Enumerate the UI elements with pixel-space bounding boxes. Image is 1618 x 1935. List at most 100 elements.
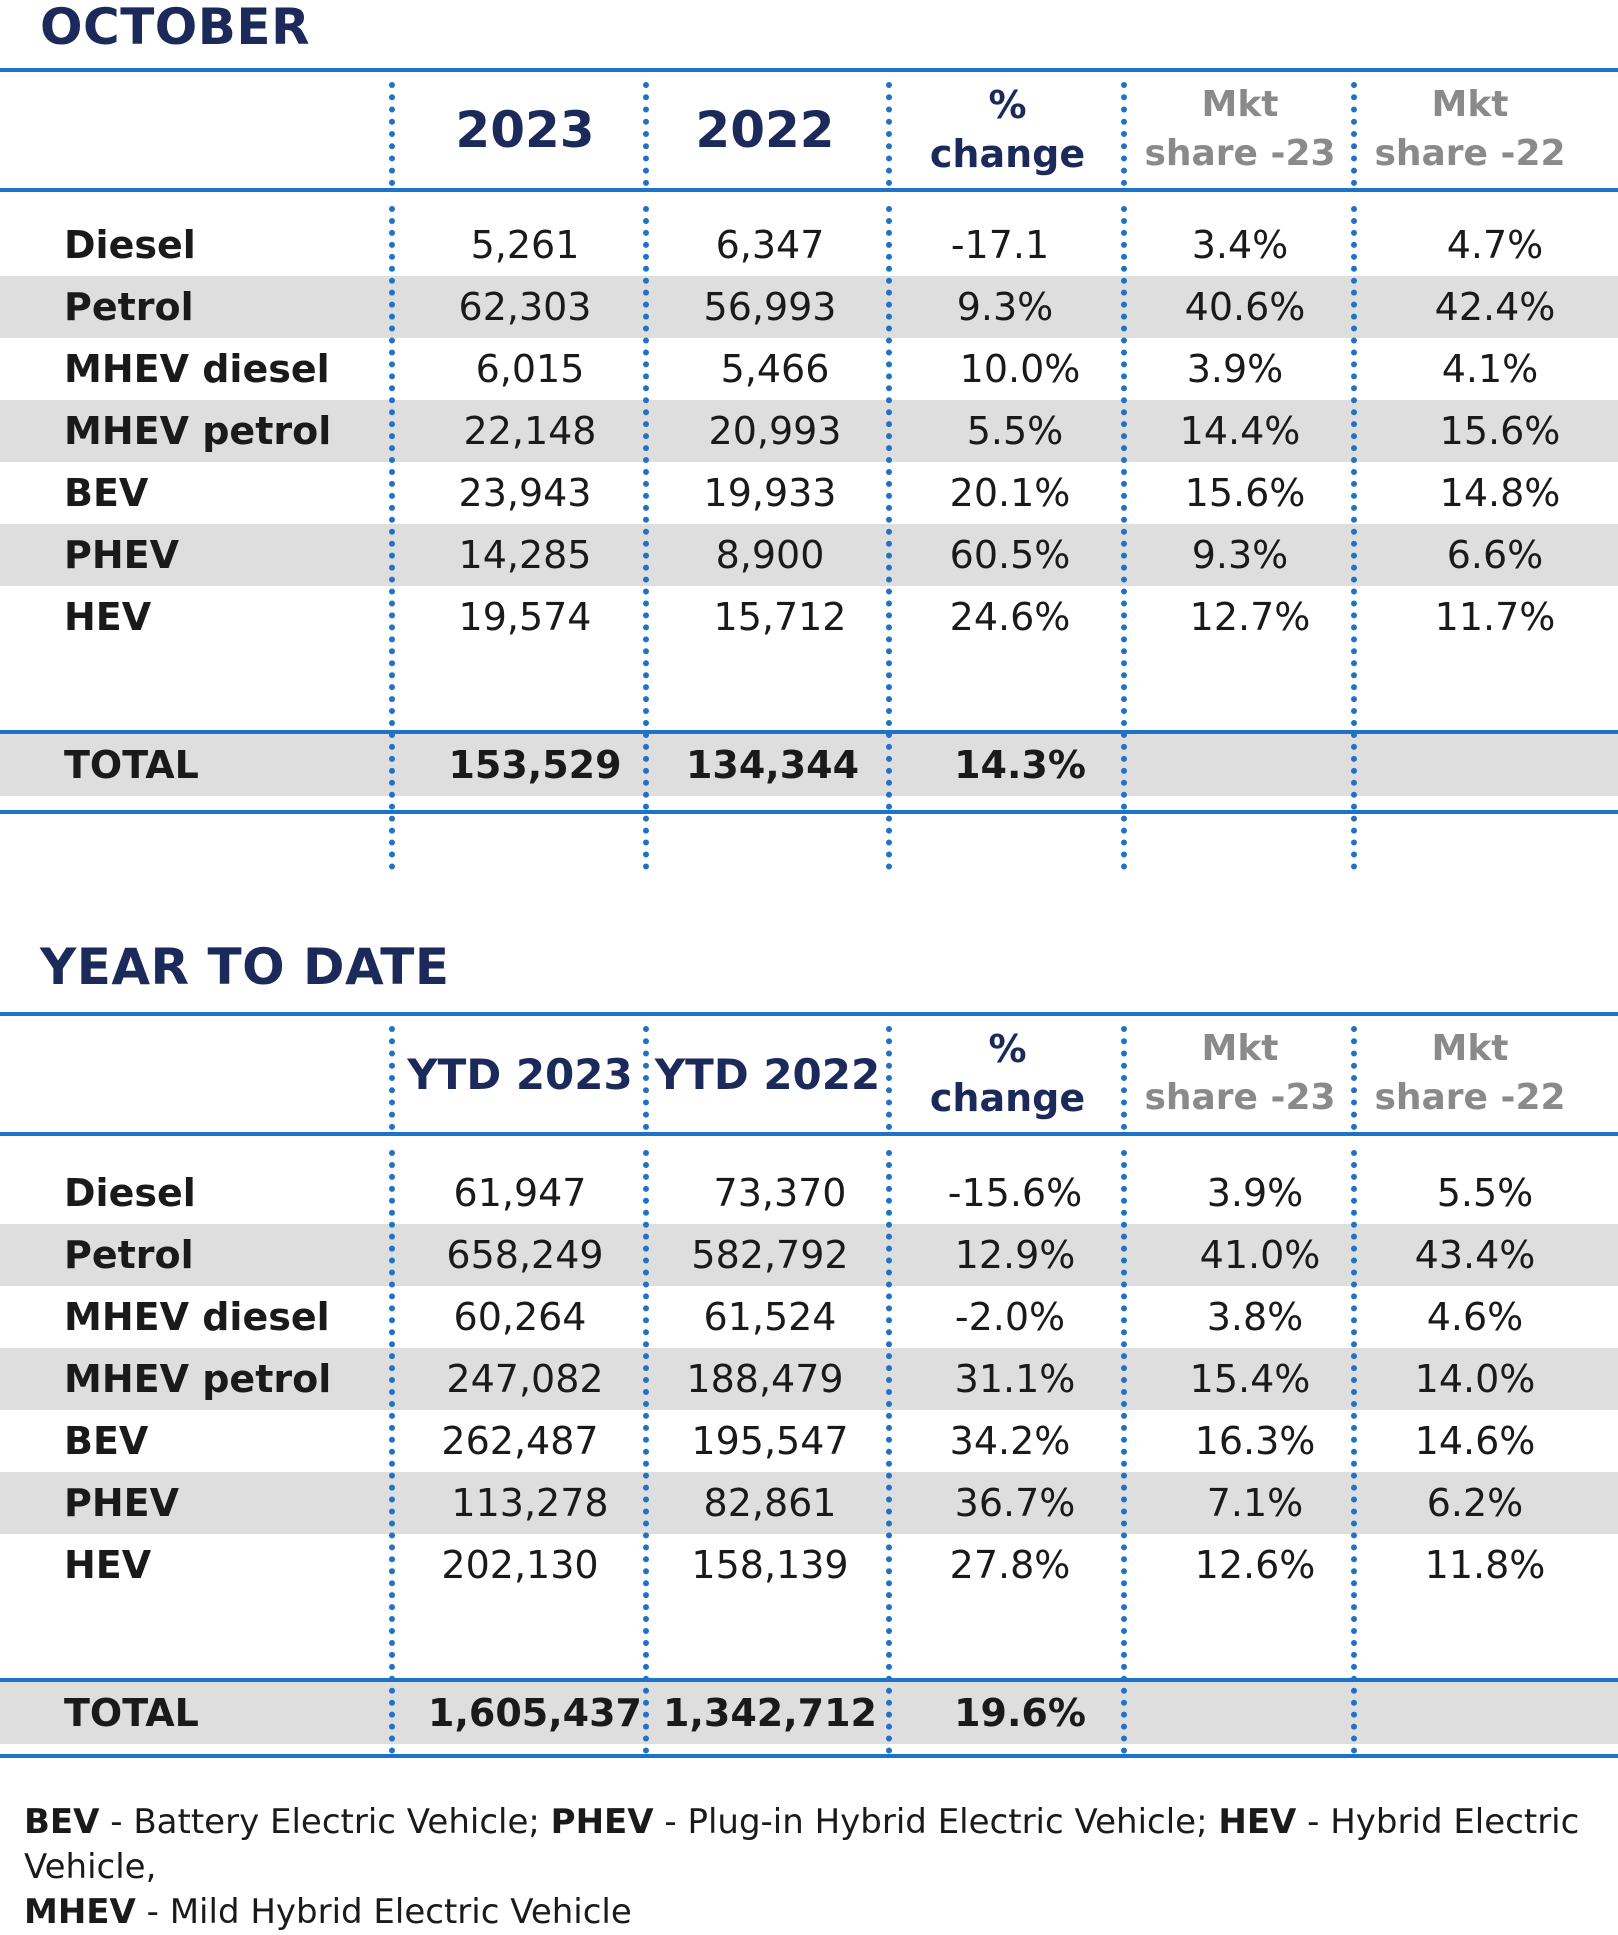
value-pct-change: 31.1% xyxy=(954,1357,1076,1401)
value-2022: 15,712 xyxy=(713,595,847,639)
value-2023: 23,943 xyxy=(458,471,592,515)
table-row: MHEV petrol 247,082 188,479 31.1% 15.4% … xyxy=(0,1348,1618,1410)
header-mkt-share-22: Mkt share -22 xyxy=(1355,1016,1585,1132)
value-pct-change: 24.6% xyxy=(949,595,1071,639)
value-ytd-2023: 61,947 xyxy=(453,1171,587,1215)
value-pct-change: 10.0% xyxy=(959,347,1081,391)
october-title: OCTOBER xyxy=(40,0,311,56)
row-label: BEV xyxy=(64,1419,149,1463)
table-row: HEV 19,574 15,712 24.6% 12.7% 11.7% xyxy=(0,586,1618,648)
value-2022: 19,933 xyxy=(703,471,837,515)
ytd-table: YTD 2023 YTD 2022 % change Mkt share -23… xyxy=(0,1012,1618,1762)
column-divider xyxy=(1351,206,1357,870)
column-divider xyxy=(886,206,892,870)
value-mkt-share-22: 6.6% xyxy=(1446,533,1544,577)
header-mkt-word: Mkt xyxy=(1201,84,1279,126)
value-mkt-share-22: 14.8% xyxy=(1439,471,1561,515)
table-row: Diesel 61,947 73,370 -15.6% 3.9% 5.5% xyxy=(0,1162,1618,1224)
table-row: Diesel 5,261 6,347 -17.1 3.4% 4.7% xyxy=(0,214,1618,276)
row-label: Diesel xyxy=(64,1171,196,1215)
value-pct-change: -15.6% xyxy=(947,1171,1083,1215)
header-change-word: change xyxy=(929,132,1086,176)
footnote-mhev-term: MHEV xyxy=(24,1892,136,1932)
value-mkt-share-23: 41.0% xyxy=(1199,1233,1321,1277)
value-mkt-share-22: 4.7% xyxy=(1446,223,1544,267)
value-mkt-share-22: 4.6% xyxy=(1426,1295,1524,1339)
value-mkt-share-22: 5.5% xyxy=(1436,1171,1534,1215)
table-row: Petrol 658,249 582,792 12.9% 41.0% 43.4% xyxy=(0,1224,1618,1286)
column-divider xyxy=(389,1150,395,1754)
value-mkt-share-22: 11.8% xyxy=(1424,1543,1546,1587)
header-change-word: change xyxy=(929,1076,1086,1120)
value-2022: 8,900 xyxy=(715,533,825,577)
row-label: MHEV diesel xyxy=(64,347,330,391)
table-row: BEV 262,487 195,547 34.2% 16.3% 14.6% xyxy=(0,1410,1618,1472)
table-row: MHEV diesel 60,264 61,524 -2.0% 3.8% 4.6… xyxy=(0,1286,1618,1348)
footnote-bev-def: - Battery Electric Vehicle; xyxy=(99,1802,551,1842)
row-label: MHEV petrol xyxy=(64,1357,332,1401)
header-bottom-rule xyxy=(0,188,1618,192)
value-mkt-share-22: 14.6% xyxy=(1414,1419,1536,1463)
value-ytd-2023: 658,249 xyxy=(446,1233,604,1277)
table-row: MHEV petrol 22,148 20,993 5.5% 14.4% 15.… xyxy=(0,400,1618,462)
table-row: BEV 23,943 19,933 20.1% 15.6% 14.8% xyxy=(0,462,1618,524)
value-pct-change: 9.3% xyxy=(956,285,1054,329)
value-mkt-share-23: 40.6% xyxy=(1184,285,1306,329)
value-pct-change: 20.1% xyxy=(949,471,1071,515)
row-label: PHEV xyxy=(64,1481,180,1525)
value-mkt-share-23: 16.3% xyxy=(1194,1419,1316,1463)
table-bottom-rule xyxy=(0,810,1618,814)
table-header-row: YTD 2023 YTD 2022 % change Mkt share -23… xyxy=(0,1016,1618,1132)
value-2022: 56,993 xyxy=(703,285,837,329)
october-table: 2023 2022 % change Mkt share -23 Mkt sha… xyxy=(0,68,1618,870)
value-pct-change: 34.2% xyxy=(949,1419,1071,1463)
value-ytd-2023: 247,082 xyxy=(446,1357,604,1401)
value-mkt-share-22: 43.4% xyxy=(1414,1233,1536,1277)
table-top-rule xyxy=(0,68,1618,72)
value-mkt-share-23: 14.4% xyxy=(1179,409,1301,453)
value-mkt-share-23: 3.8% xyxy=(1206,1295,1304,1339)
value-ytd-2022: 82,861 xyxy=(703,1481,837,1525)
column-divider xyxy=(886,1150,892,1754)
column-divider xyxy=(1121,1150,1127,1754)
table-bottom-rule xyxy=(0,1754,1618,1758)
column-divider xyxy=(643,1026,649,1130)
header-mkt-share-22: Mkt share -22 xyxy=(1355,72,1585,188)
column-divider xyxy=(1351,1026,1357,1130)
header-pct-change: % change xyxy=(890,72,1125,188)
column-divider xyxy=(1121,1026,1127,1130)
header-col-ytd-2022: YTD 2022 xyxy=(654,1049,881,1099)
header-col-2023: 2023 xyxy=(455,101,595,159)
value-mkt-share-23: 7.1% xyxy=(1206,1481,1304,1525)
value-ytd-2023: 60,264 xyxy=(453,1295,587,1339)
column-divider xyxy=(1121,82,1127,186)
header-pct-symbol: % xyxy=(988,82,1027,127)
footnote-phev-term: PHEV xyxy=(550,1802,654,1842)
value-mkt-share-23: 3.4% xyxy=(1191,223,1289,267)
header-mkt-share-23: Mkt share -23 xyxy=(1125,1016,1355,1132)
value-mkt-share-22: 11.7% xyxy=(1434,595,1556,639)
value-mkt-share-23: 15.4% xyxy=(1189,1357,1311,1401)
total-row: TOTAL 1,605,437 1,342,712 19.6% xyxy=(0,1682,1618,1744)
total-label: TOTAL xyxy=(64,1691,199,1735)
column-divider xyxy=(886,82,892,186)
value-pct-change: 5.5% xyxy=(966,409,1064,453)
total-top-rule xyxy=(0,1678,1618,1682)
value-ytd-2023: 262,487 xyxy=(441,1419,599,1463)
column-divider xyxy=(1351,1150,1357,1754)
header-col-ytd-2023: YTD 2023 xyxy=(407,1049,633,1099)
footnote-mhev-def: - Mild Hybrid Electric Vehicle xyxy=(135,1892,632,1932)
header-mkt-share-23: Mkt share -23 xyxy=(1125,72,1355,188)
footnote-phev-def: - Plug-in Hybrid Electric Vehicle; xyxy=(653,1802,1219,1842)
column-divider xyxy=(389,206,395,870)
header-pct-symbol: % xyxy=(988,1026,1027,1071)
total-pct-change: 19.6% xyxy=(954,1691,1086,1735)
row-label: HEV xyxy=(64,1543,152,1587)
value-mkt-share-22: 4.1% xyxy=(1441,347,1539,391)
value-mkt-share-23: 15.6% xyxy=(1184,471,1306,515)
value-mkt-share-22: 42.4% xyxy=(1434,285,1556,329)
total-ytd-2022: 1,342,712 xyxy=(663,1691,877,1735)
table-row: MHEV diesel 6,015 5,466 10.0% 3.9% 4.1% xyxy=(0,338,1618,400)
row-label: HEV xyxy=(64,595,152,639)
header-share-22-word: share -22 xyxy=(1374,1077,1566,1118)
